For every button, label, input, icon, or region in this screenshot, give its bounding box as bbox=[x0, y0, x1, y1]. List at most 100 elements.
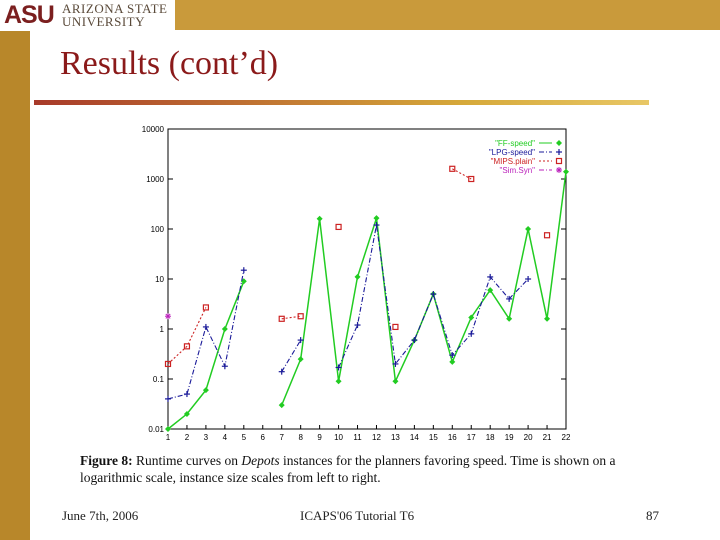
x-tick-label: 2 bbox=[185, 433, 190, 442]
data-point bbox=[468, 314, 475, 321]
data-point bbox=[278, 402, 285, 409]
series-line bbox=[338, 224, 529, 368]
data-point bbox=[525, 276, 532, 282]
data-point bbox=[240, 267, 247, 274]
data-point bbox=[183, 410, 190, 417]
x-tick-label: 19 bbox=[505, 433, 514, 442]
data-point bbox=[544, 315, 551, 322]
data-point bbox=[202, 323, 209, 330]
x-tick-label: 14 bbox=[410, 433, 419, 442]
footer-date: June 7th, 2006 bbox=[62, 508, 139, 523]
series-line bbox=[281, 339, 302, 372]
data-point bbox=[449, 165, 456, 172]
x-tick-label: 7 bbox=[279, 433, 284, 442]
x-tick-label: 17 bbox=[467, 433, 476, 442]
footer-event: ICAPS'06 Tutorial T6 bbox=[300, 508, 415, 523]
series-line bbox=[167, 307, 207, 365]
data-point bbox=[556, 140, 562, 146]
series-line bbox=[167, 281, 245, 430]
caption-text-before: Runtime curves on bbox=[132, 453, 242, 468]
data-point bbox=[506, 315, 513, 322]
x-tick-label: 9 bbox=[317, 433, 322, 442]
data-point bbox=[202, 304, 210, 311]
series-line bbox=[281, 171, 567, 406]
logo-text-line2: UNIVERSITY bbox=[62, 14, 145, 29]
legend-entry: "Sim.Syn" bbox=[500, 166, 536, 175]
series-line bbox=[452, 168, 472, 180]
legend-entry: "LPG-speed" bbox=[489, 148, 535, 157]
title-underline bbox=[34, 100, 649, 105]
data-point bbox=[183, 343, 191, 350]
series-4 bbox=[165, 313, 171, 320]
series-line bbox=[281, 315, 301, 320]
series-2 bbox=[165, 222, 532, 402]
data-point bbox=[335, 378, 342, 385]
data-point bbox=[430, 291, 437, 298]
data-point bbox=[392, 323, 399, 331]
caption-emphasis: Depots bbox=[241, 453, 280, 468]
data-point bbox=[221, 363, 228, 370]
y-tick-label: 0.01 bbox=[148, 425, 164, 434]
x-tick-label: 11 bbox=[353, 433, 362, 442]
data-point bbox=[165, 395, 171, 402]
data-point bbox=[221, 326, 228, 332]
y-tick-label: 10 bbox=[155, 275, 164, 284]
x-tick-label: 18 bbox=[486, 433, 495, 442]
data-point bbox=[335, 364, 342, 371]
data-point bbox=[354, 322, 361, 329]
data-point bbox=[335, 223, 342, 231]
x-tick-label: 6 bbox=[261, 433, 266, 442]
data-point bbox=[278, 315, 285, 322]
series-3 bbox=[164, 165, 551, 368]
x-tick-label: 10 bbox=[334, 433, 343, 442]
x-tick-label: 22 bbox=[562, 433, 571, 442]
x-tick-label: 4 bbox=[223, 433, 228, 442]
data-point bbox=[278, 368, 285, 375]
y-tick-label: 100 bbox=[151, 225, 165, 234]
series-line bbox=[167, 270, 245, 400]
logo-text-line1: ARIZONA STATE bbox=[62, 1, 168, 16]
data-point bbox=[411, 337, 418, 344]
y-tick-label: 1000 bbox=[146, 175, 164, 184]
data-point bbox=[506, 295, 513, 302]
data-point bbox=[373, 215, 380, 222]
data-point bbox=[392, 360, 399, 367]
data-point bbox=[297, 337, 304, 344]
data-point bbox=[354, 273, 361, 280]
x-tick-label: 16 bbox=[448, 433, 457, 442]
x-tick-label: 8 bbox=[298, 433, 303, 442]
data-point bbox=[487, 287, 494, 294]
data-point bbox=[373, 222, 380, 229]
data-point bbox=[563, 168, 569, 175]
data-point bbox=[555, 157, 563, 165]
page-number: 87 bbox=[646, 508, 659, 523]
series-1 bbox=[165, 168, 569, 432]
x-tick-label: 20 bbox=[524, 433, 533, 442]
x-tick-label: 3 bbox=[204, 433, 209, 442]
data-point bbox=[202, 387, 209, 394]
data-point bbox=[392, 378, 399, 385]
data-point bbox=[525, 226, 532, 232]
data-point bbox=[449, 352, 456, 359]
y-tick-label: 10000 bbox=[142, 125, 165, 134]
data-point bbox=[468, 175, 475, 183]
legend-entry: "MIPS.plain" bbox=[491, 157, 536, 166]
data-point bbox=[165, 313, 171, 320]
sidebar-stripe bbox=[0, 0, 30, 540]
caption-label: Figure 8: bbox=[80, 453, 133, 468]
caption-text-after: instances for the planners favoring spee… bbox=[80, 453, 616, 485]
university-logo: ASU ARIZONA STATE UNIVERSITY bbox=[0, 0, 175, 31]
x-tick-label: 21 bbox=[543, 433, 552, 442]
data-point bbox=[297, 313, 304, 320]
figure-caption: Figure 8: Runtime curves on Depots insta… bbox=[80, 452, 640, 486]
data-point bbox=[449, 358, 456, 365]
x-tick-label: 15 bbox=[429, 433, 438, 442]
data-point bbox=[316, 215, 323, 222]
data-point bbox=[164, 360, 172, 368]
slide-title: Results (cont’d) bbox=[60, 45, 279, 82]
data-point bbox=[543, 232, 551, 239]
data-point bbox=[556, 167, 562, 173]
x-tick-label: 1 bbox=[166, 433, 171, 442]
y-tick-label: 0.1 bbox=[153, 375, 165, 384]
